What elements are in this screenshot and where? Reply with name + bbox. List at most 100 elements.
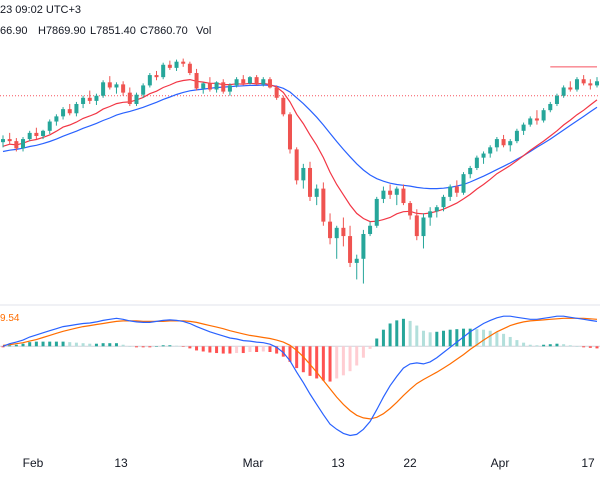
histogram-bar — [308, 346, 312, 376]
candle-body — [181, 61, 186, 64]
candle-body — [441, 196, 446, 208]
header-timestamp: 23 09:02 UTC+3 — [0, 4, 81, 16]
candle-body — [167, 64, 172, 68]
candle-body — [301, 167, 306, 181]
histogram-bar — [261, 346, 265, 352]
histogram-bar — [128, 346, 132, 347]
histogram-bar — [221, 346, 225, 354]
candle-body — [561, 87, 566, 96]
candle-body — [388, 190, 393, 195]
histogram-bar — [155, 346, 159, 347]
candle-body — [481, 153, 486, 158]
candle-body — [141, 85, 146, 95]
candle-body — [474, 157, 479, 168]
histogram-bar — [562, 344, 566, 347]
candle-body — [421, 217, 426, 237]
histogram-bar — [488, 330, 492, 347]
candle-body — [101, 82, 106, 96]
histogram-bar — [575, 346, 579, 347]
histogram-bar — [121, 344, 125, 347]
candle-body — [348, 236, 353, 263]
histogram-bar — [455, 329, 459, 347]
candle-body — [528, 118, 533, 125]
histogram-bar — [321, 346, 325, 381]
histogram-bar — [255, 346, 259, 352]
histogram-bar — [368, 346, 372, 349]
histogram-bar — [21, 343, 25, 347]
histogram-bar — [241, 346, 245, 354]
candle-body — [541, 110, 546, 121]
candle-body — [234, 79, 239, 86]
histogram-bar — [248, 346, 252, 352]
candle-body — [267, 79, 272, 88]
price-pane — [0, 58, 600, 284]
histogram-bar — [401, 318, 405, 347]
candle-body — [81, 97, 86, 104]
histogram-bar — [568, 345, 572, 347]
candle-body — [67, 109, 72, 114]
histogram-bar — [315, 346, 319, 379]
histogram-bar — [475, 329, 479, 347]
candle-body — [287, 114, 292, 150]
histogram-bar — [228, 346, 232, 354]
candle-body — [87, 97, 92, 101]
candle-body — [341, 227, 346, 237]
histogram-bar — [175, 345, 179, 347]
candle-body — [328, 221, 333, 239]
candle-body — [308, 167, 313, 197]
candle-body — [54, 116, 59, 122]
candle-body — [174, 61, 179, 68]
histogram-bar — [448, 329, 452, 347]
histogram-bar — [108, 343, 112, 347]
candle-body — [94, 95, 99, 101]
histogram-bar — [14, 344, 18, 347]
ohlc-header: 23 09:02 UTC+3 66.90 H7869.90 L7851.40 C… — [0, 4, 211, 37]
candles-group — [0, 58, 600, 284]
histogram-bar — [54, 341, 58, 347]
x-tick-label: Feb — [23, 456, 44, 470]
candle-body — [241, 79, 246, 84]
histogram-bar — [1, 346, 5, 348]
candle-body — [107, 82, 112, 88]
candle-body — [568, 87, 573, 90]
histogram-bar — [68, 342, 72, 347]
signal-line — [2, 317, 598, 420]
candle-body — [7, 139, 12, 142]
histogram-bar — [301, 346, 305, 373]
histogram-bar — [94, 343, 98, 347]
histogram-bar — [375, 338, 379, 347]
histogram-bar — [81, 343, 85, 347]
candle-body — [147, 75, 152, 86]
macd-histogram — [1, 318, 599, 382]
histogram-bar — [28, 342, 32, 347]
candle-body — [448, 186, 453, 197]
candle-body — [361, 234, 366, 259]
candle-body — [508, 141, 513, 146]
histogram-bar — [195, 346, 199, 351]
histogram-bar — [101, 343, 105, 347]
candle-body — [161, 64, 166, 78]
histogram-bar — [441, 330, 445, 347]
candle-body — [34, 132, 39, 136]
candle-body — [247, 77, 252, 84]
candle-body — [61, 109, 66, 117]
candle-body — [21, 139, 26, 149]
histogram-bar — [161, 345, 165, 347]
x-axis: Feb 13 Mar 13 22 Apr 17 — [23, 456, 595, 470]
histogram-bar — [74, 342, 78, 347]
candle-body — [194, 73, 199, 89]
candle-body — [374, 198, 379, 226]
histogram-bar — [522, 342, 526, 347]
candle-body — [127, 92, 132, 104]
header-low: L7851.40 — [90, 25, 136, 37]
header-volume-label: Vol — [196, 25, 211, 37]
candle-body — [207, 83, 212, 90]
candle-body — [14, 141, 19, 149]
candle-body — [488, 147, 493, 154]
candle-body — [494, 139, 499, 148]
histogram-bar — [235, 346, 239, 354]
x-tick-label: 17 — [581, 456, 595, 470]
x-tick-label: 13 — [331, 456, 345, 470]
histogram-bar — [535, 345, 539, 347]
